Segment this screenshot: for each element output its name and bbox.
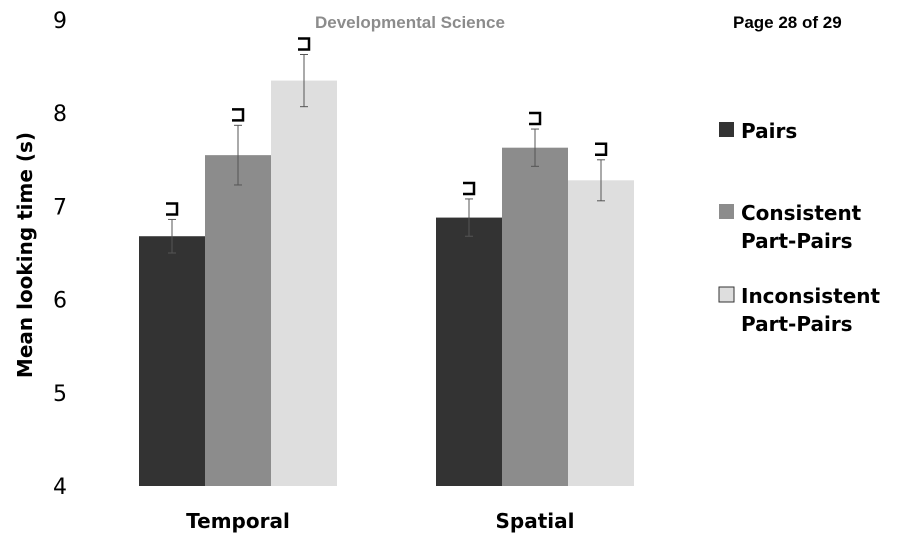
y-tick-label: 7 [53, 195, 67, 220]
category-label: Spatial [496, 509, 575, 533]
bar [205, 155, 271, 486]
legend-swatch [719, 122, 734, 137]
y-tick-label: 4 [53, 475, 67, 500]
y-tick-label: 6 [53, 289, 67, 314]
bar [139, 236, 205, 486]
bracket-marker [529, 111, 542, 126]
y-axis: 4 5 6 7 8 9 [53, 9, 67, 500]
bar [568, 180, 634, 486]
bar-group [139, 37, 634, 487]
bracket-marker [595, 142, 608, 157]
bar [436, 217, 502, 487]
legend-label: Consistent [741, 201, 862, 225]
bracket-marker [232, 108, 245, 122]
bar [271, 80, 337, 486]
legend-swatch [718, 286, 735, 303]
y-tick-label: 8 [53, 102, 67, 127]
category-label: Temporal [186, 509, 290, 533]
legend-label: Part-Pairs [741, 312, 853, 336]
legend-label: Pairs [741, 119, 797, 143]
legend-label: Part-Pairs [741, 229, 853, 253]
legend: Pairs Consistent Part-Pairs Inconsistent Par… [718, 119, 881, 336]
page-number: Page 28 of 29 [733, 13, 842, 32]
journal-title: Developmental Science [315, 13, 505, 32]
y-tick-label: 5 [53, 382, 67, 407]
bracket-marker [298, 37, 311, 51]
x-axis: Temporal Spatial [186, 509, 574, 533]
y-tick-label: 9 [53, 9, 67, 34]
y-axis-label: Mean looking time (s) [13, 132, 37, 378]
bar [502, 147, 568, 486]
bracket-marker [166, 202, 179, 216]
legend-label: Inconsistent [741, 284, 881, 308]
legend-swatch [719, 204, 734, 219]
bracket-marker [463, 181, 476, 196]
